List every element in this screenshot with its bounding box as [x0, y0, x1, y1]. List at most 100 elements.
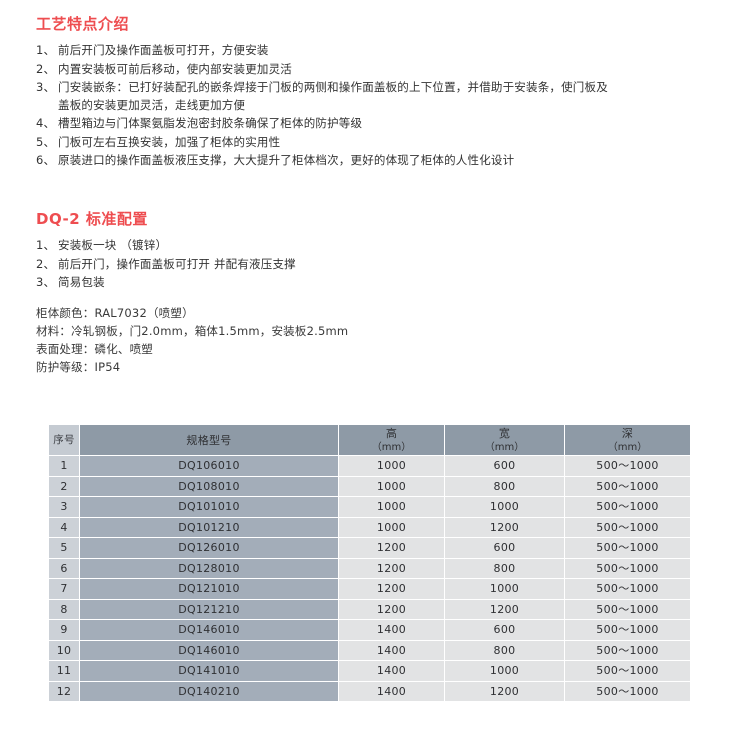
column-header-width: 宽 （mm） [445, 425, 564, 455]
cell-model: DQ146010 [80, 620, 338, 640]
list-item-text-continued: 盖板的安装更加灵活，走线更加方便 [58, 97, 246, 112]
cell-index: 1 [49, 456, 79, 476]
spec-table-body: 1 DQ106010 1000 600 500～1000 2 DQ108010 … [49, 456, 690, 701]
config-list: 1、 安装板一块 （镀锌） 2、 前后开门，操作面盖板可打开 并配有液压支撑 3… [36, 237, 736, 292]
spec-line-color: 柜体颜色：RAL7032（喷塑） [36, 305, 194, 320]
cell-height: 1000 [339, 456, 444, 476]
column-header-height-unit: （mm） [371, 441, 412, 453]
column-header-index: 序号 [49, 425, 79, 455]
cell-depth: 500～1000 [565, 456, 690, 476]
list-item: 1、 安装板一块 （镀锌） [36, 237, 736, 255]
cell-index: 8 [49, 599, 79, 619]
cell-width: 600 [445, 456, 564, 476]
cell-model: DQ121210 [80, 599, 338, 619]
spec-line-finish: 表面处理：磷化、喷塑 [36, 341, 153, 356]
table-row: 10 DQ146010 1400 800 500～1000 [49, 640, 690, 660]
cell-height: 1400 [339, 640, 444, 660]
table-row: 12 DQ140210 1400 1200 500～1000 [49, 681, 690, 701]
cell-depth: 500～1000 [565, 640, 690, 660]
cell-width: 600 [445, 620, 564, 640]
list-item-text: 前后开门及操作面盖板可打开，方便安装 [58, 43, 269, 57]
spec-list: 柜体颜色：RAL7032（喷塑） 材料：冷轧钢板，门2.0mm，箱体1.5mm，… [36, 304, 736, 376]
spec-table-container: 序号 规格型号 高 （mm） 宽 （mm） 深 （mm） [48, 424, 691, 702]
cell-index: 9 [49, 620, 79, 640]
cell-height: 1000 [339, 476, 444, 496]
column-header-model: 规格型号 [80, 425, 338, 455]
cell-width: 800 [445, 476, 564, 496]
features-section-title: 工艺特点介绍 [36, 15, 130, 33]
cell-model: DQ126010 [80, 538, 338, 558]
list-item: 6、 原装进口的操作面盖板液压支撑，大大提升了柜体档次，更好的体现了柜体的人性化… [36, 152, 736, 170]
column-header-depth-label: 深 [621, 426, 634, 440]
config-spacer [36, 293, 736, 304]
cell-depth: 500～1000 [565, 661, 690, 681]
list-item: 3、 门安装嵌条：已打好装配孔的嵌条焊接于门板的两侧和操作面盖板的上下位置，并借… [36, 79, 736, 114]
spec-table: 序号 规格型号 高 （mm） 宽 （mm） 深 （mm） [48, 424, 691, 702]
table-row: 8 DQ121210 1200 1200 500～1000 [49, 599, 690, 619]
features-section: 工艺特点介绍 1、 前后开门及操作面盖板可打开，方便安装 2、 内置安装板可前后… [36, 14, 736, 171]
cell-index: 4 [49, 517, 79, 537]
spec-line-material: 材料：冷轧钢板，门2.0mm，箱体1.5mm，安装板2.5mm [36, 323, 349, 338]
list-item: 2、 前后开门，操作面盖板可打开 并配有液压支撑 [36, 256, 736, 274]
table-row: 1 DQ106010 1000 600 500～1000 [49, 456, 690, 476]
cell-model: DQ128010 [80, 558, 338, 578]
cell-height: 1000 [339, 517, 444, 537]
cell-model: DQ140210 [80, 681, 338, 701]
list-item-text: 安装板一块 （镀锌） [58, 238, 168, 252]
column-header-width-unit: （mm） [484, 441, 525, 453]
list-item-marker: 3、 [36, 80, 56, 94]
cell-depth: 500～1000 [565, 599, 690, 619]
cell-model: DQ101210 [80, 517, 338, 537]
cell-width: 800 [445, 558, 564, 578]
table-row: 2 DQ108010 1000 800 500～1000 [49, 476, 690, 496]
list-item-text: 门安装嵌条：已打好装配孔的嵌条焊接于门板的两侧和操作面盖板的上下位置，并借助于安… [58, 80, 608, 94]
cell-model: DQ108010 [80, 476, 338, 496]
list-item-marker: 2、 [36, 61, 56, 76]
list-item-marker: 5、 [36, 134, 56, 149]
list-item: 5、 门板可左右互换安装，加强了柜体的实用性 [36, 134, 736, 152]
column-header-depth-unit: （mm） [607, 441, 648, 453]
cell-model: DQ101010 [80, 497, 338, 517]
cell-model: DQ146010 [80, 640, 338, 660]
cell-index: 5 [49, 538, 79, 558]
cell-height: 1000 [339, 497, 444, 517]
cell-height: 1400 [339, 661, 444, 681]
cell-width: 1200 [445, 517, 564, 537]
table-row: 11 DQ141010 1400 1000 500～1000 [49, 661, 690, 681]
cell-height: 1200 [339, 599, 444, 619]
cell-depth: 500～1000 [565, 497, 690, 517]
spec-table-head: 序号 规格型号 高 （mm） 宽 （mm） 深 （mm） [49, 425, 690, 455]
list-item-text: 原装进口的操作面盖板液压支撑，大大提升了柜体档次，更好的体现了柜体的人性化设计 [58, 153, 515, 167]
column-header-height: 高 （mm） [339, 425, 444, 455]
list-item-marker: 1、 [36, 43, 56, 57]
list-item: 1、 前后开门及操作面盖板可打开，方便安装 [36, 42, 736, 60]
cell-width: 1000 [445, 497, 564, 517]
cell-index: 3 [49, 497, 79, 517]
cell-model: DQ121010 [80, 579, 338, 599]
table-row: 9 DQ146010 1400 600 500～1000 [49, 620, 690, 640]
cell-depth: 500～1000 [565, 517, 690, 537]
cell-width: 1200 [445, 681, 564, 701]
cell-index: 12 [49, 681, 79, 701]
list-item-marker: 3、 [36, 275, 56, 289]
cell-depth: 500～1000 [565, 681, 690, 701]
column-header-depth: 深 （mm） [565, 425, 690, 455]
features-list: 1、 前后开门及操作面盖板可打开，方便安装 2、 内置安装板可前后移动，使内部安… [36, 42, 736, 170]
column-header-width-label: 宽 [498, 426, 511, 440]
table-row: 7 DQ121010 1200 1000 500～1000 [49, 579, 690, 599]
cell-depth: 500～1000 [565, 558, 690, 578]
list-item: 3、 简易包装 [36, 274, 736, 292]
cell-width: 600 [445, 538, 564, 558]
list-item-text: 槽型箱边与门体聚氨脂发泡密封胶条确保了柜体的防护等级 [58, 116, 363, 130]
cell-index: 6 [49, 558, 79, 578]
cell-depth: 500～1000 [565, 579, 690, 599]
config-section: DQ-2 标准配置 1、 安装板一块 （镀锌） 2、 前后开门，操作面盖板可打开… [36, 209, 736, 376]
list-item-marker: 6、 [36, 153, 56, 167]
cell-index: 2 [49, 476, 79, 496]
table-row: 4 DQ101210 1000 1200 500～1000 [49, 517, 690, 537]
list-item-text: 简易包装 [58, 275, 105, 289]
cell-index: 10 [49, 640, 79, 660]
cell-width: 1000 [445, 661, 564, 681]
cell-index: 11 [49, 661, 79, 681]
